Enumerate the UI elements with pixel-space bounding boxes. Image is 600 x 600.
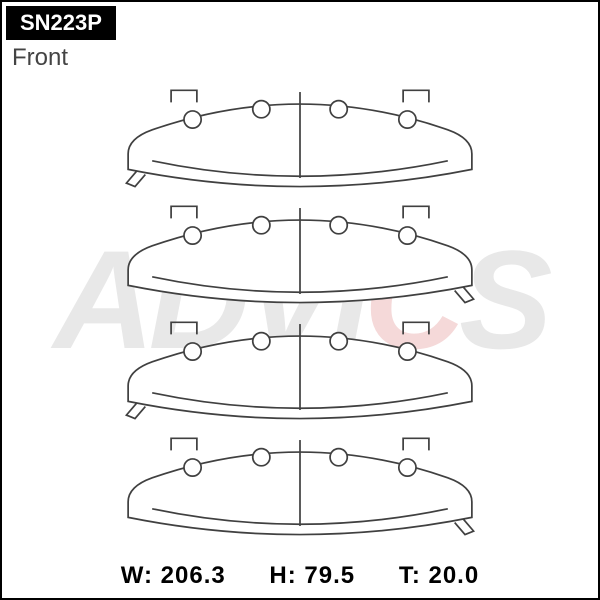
dimensions-row: W: 206.3 H: 79.5 T: 20.0 (0, 562, 600, 590)
dim-width: W: 206.3 (121, 562, 226, 590)
dim-height: H: 79.5 (269, 562, 355, 590)
dim-thickness: T: 20.0 (399, 562, 479, 590)
brake-pad-outline (80, 312, 520, 422)
dim-h-value: 79.5 (304, 562, 355, 589)
brake-pad-outline (80, 80, 520, 190)
dim-t-value: 20.0 (428, 562, 479, 589)
part-number-text: SN223P (20, 10, 102, 35)
dim-h-label: H (269, 562, 287, 589)
brake-pad-outline (80, 428, 520, 538)
position-label: Front (12, 44, 68, 72)
part-number-badge: SN223P (6, 6, 116, 40)
dim-w-label: W (121, 562, 144, 589)
dim-w-value: 206.3 (161, 562, 226, 589)
brake-pads-diagram (80, 80, 520, 540)
brake-pad-outline (80, 196, 520, 306)
dim-t-label: T (399, 562, 412, 589)
